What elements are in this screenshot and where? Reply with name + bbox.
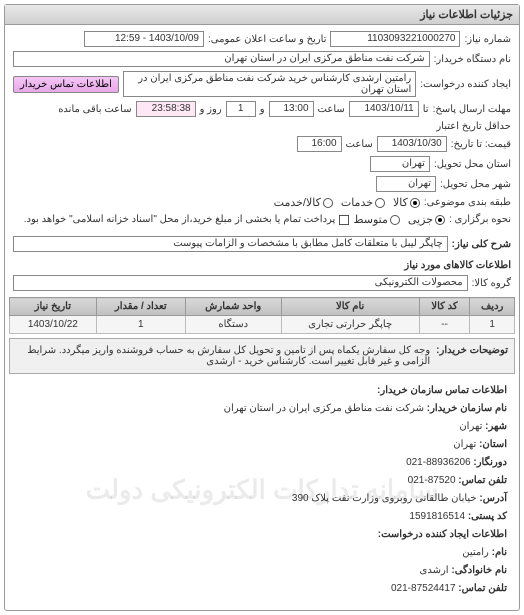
radio-kalakhad-label: کالا/خدمت	[274, 196, 321, 209]
buyer-field: شرکت نفت مناطق مرکزی ایران در استان تهرا…	[13, 51, 430, 67]
th-unit: واحد شمارش	[185, 298, 281, 316]
radio-medium[interactable]: متوسط	[353, 213, 400, 226]
validity-time-field: 16:00	[297, 136, 342, 152]
creator-label: ایجاد کننده درخواست:	[420, 79, 511, 90]
pkg-label: طبقه بندی موضوعی:	[424, 197, 511, 208]
desc-field: چاپگر لیبل با متعلقات کامل مطابق با مشخص…	[13, 236, 448, 252]
validity-label: حداقل تاریخ اعتبار	[436, 121, 511, 132]
request-no-field: 1103093221000270	[330, 31, 460, 47]
time-label-2: ساعت	[346, 139, 373, 150]
state-label: استان:	[479, 439, 507, 450]
city-value: تهران	[459, 421, 482, 432]
state-value: تهران	[453, 439, 476, 450]
group-field: محصولات الکترونیکی	[13, 275, 468, 291]
addr-value: خیابان طالقانی روبروی وزارت نفت پلاک 390	[292, 493, 477, 504]
days-field: 1	[226, 101, 256, 117]
delivery-state-field: تهران	[370, 156, 430, 172]
pkg-radio-group: کالا خدمات کالا/خدمت	[274, 196, 420, 209]
and-label: و	[260, 104, 265, 115]
addr-label: آدرس:	[479, 493, 507, 504]
radio-small-label: جزیی	[408, 213, 433, 226]
deadline-time-field: 13:00	[269, 101, 314, 117]
th-date: تاریخ نیاز	[10, 298, 97, 316]
th-qty: تعداد / مقدار	[96, 298, 185, 316]
radio-kala-label: کالا	[393, 196, 408, 209]
price-until-label: قیمت: تا تاریخ:	[451, 139, 511, 150]
contact-section: سامانه تدارکات الکترونیکی دولت اطلاعات ت…	[9, 374, 515, 606]
td-row: 1	[470, 316, 515, 334]
td-code: --	[419, 316, 470, 334]
req-contact-title: اطلاعات ایجاد کننده درخواست:	[378, 529, 507, 540]
days-label: روز و	[200, 104, 222, 115]
contact-title: اطلاعات تماس سازمان خریدار:	[377, 385, 507, 396]
td-name: چاپگر حرارتی تجاری	[281, 316, 419, 334]
lname-label: نام خانوادگی:	[451, 565, 507, 576]
creator-field: رامتین ارشدی کارشناس خرید شرکت نفت مناطق…	[123, 71, 416, 97]
radio-khadamat[interactable]: خدمات	[341, 196, 385, 209]
time-label-1: ساعت	[318, 104, 345, 115]
name-label: نام:	[492, 547, 507, 558]
post-label: کد پستی:	[468, 511, 507, 522]
radio-medium-label: متوسط	[353, 213, 388, 226]
request-no-label: شماره نیاز:	[464, 34, 511, 45]
validity-date-field: 1403/10/30	[377, 136, 447, 152]
remain-time-field: 23:58:38	[136, 101, 196, 117]
radio-dot-icon	[323, 198, 333, 208]
org-label: نام سازمان خریدار:	[427, 403, 507, 414]
method-radio-group: جزیی متوسط	[353, 213, 445, 226]
radio-dot-icon	[390, 215, 400, 225]
radio-kala[interactable]: کالا	[393, 196, 420, 209]
announce-field: 1403/10/09 - 12:59	[84, 31, 204, 47]
group-label: گروه کالا:	[472, 278, 511, 289]
treasury-checkbox[interactable]	[339, 215, 349, 225]
radio-small[interactable]: جزیی	[408, 213, 445, 226]
note-text: وجه کل سفارش یکماه پس از تامین و تحویل ک…	[16, 345, 430, 367]
radio-dot-icon	[435, 215, 445, 225]
items-section-title: اطلاعات کالاهای مورد نیاز	[13, 260, 511, 271]
delivery-city-label: شهر محل تحویل:	[440, 179, 511, 190]
announce-label: تاریخ و ساعت اعلان عمومی:	[208, 34, 327, 45]
deadline-date-field: 1403/10/11	[349, 101, 419, 117]
remain-label: ساعت باقی مانده	[58, 104, 131, 115]
fax-label: دورنگار:	[473, 457, 507, 468]
city-label: شهر:	[485, 421, 507, 432]
radio-dot-icon	[410, 198, 420, 208]
org-value: شرکت نفت مناطق مرکزی ایران در استان تهرا…	[224, 403, 424, 414]
payment-note-label: پرداخت تمام یا بخشی از مبلغ خرید،از محل …	[24, 214, 336, 225]
td-date: 1403/10/22	[10, 316, 97, 334]
name-value: رامتین	[462, 547, 489, 558]
panel-header: جزئیات اطلاعات نیاز	[5, 5, 519, 25]
th-name: نام کالا	[281, 298, 419, 316]
buyer-note-box: توضیحات خریدار: وجه کل سفارش یکماه پس از…	[9, 338, 515, 374]
delivery-city-field: تهران	[376, 176, 436, 192]
tel-label: تلفن تماس:	[458, 475, 507, 486]
table-row: 1 -- چاپگر حرارتی تجاری دستگاه 1 1403/10…	[10, 316, 515, 334]
buyer-label: نام دستگاه خریدار:	[434, 54, 511, 65]
ctel-value: 87524417-021	[391, 583, 456, 594]
th-row: ردیف	[470, 298, 515, 316]
td-unit: دستگاه	[185, 316, 281, 334]
desc-label: شرح کلی نیاز:	[452, 239, 511, 250]
radio-dot-icon	[375, 198, 385, 208]
td-qty: 1	[96, 316, 185, 334]
goods-group-label: نحوه برگزاری :	[449, 214, 511, 225]
delivery-state-label: استان محل تحویل:	[434, 159, 511, 170]
contact-button[interactable]: اطلاعات تماس خریدار	[13, 76, 119, 93]
deadline-label: مهلت ارسال پاسخ:	[433, 104, 511, 115]
radio-khadamat-label: خدمات	[341, 196, 373, 209]
lname-value: ارشدی	[420, 565, 449, 576]
th-code: کد کالا	[419, 298, 470, 316]
tel-value: 87520-021	[408, 475, 456, 486]
post-value: 1591816514	[409, 511, 465, 522]
radio-kalakhad[interactable]: کالا/خدمت	[274, 196, 333, 209]
note-label: توضیحات خریدار:	[430, 345, 508, 367]
ctel-label: تلفن تماس:	[458, 583, 507, 594]
to-label: تا	[423, 104, 429, 115]
items-table: ردیف کد کالا نام کالا واحد شمارش تعداد /…	[9, 297, 515, 334]
fax-value: 88936206-021	[406, 457, 471, 468]
